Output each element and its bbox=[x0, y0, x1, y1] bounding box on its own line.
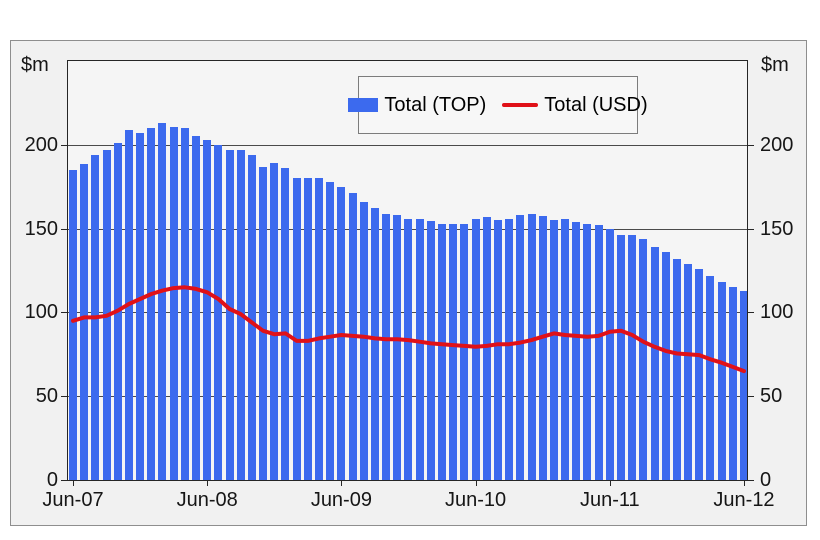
x-tick-Jun-08 bbox=[207, 480, 209, 486]
usd-line bbox=[71, 285, 746, 374]
bar-month-26 bbox=[359, 201, 368, 480]
y-tick-right-150 bbox=[747, 228, 754, 230]
bar-month-10 bbox=[180, 128, 189, 480]
y-axis-label-right-200: 200 bbox=[760, 133, 794, 156]
bar-month-1 bbox=[80, 164, 89, 480]
bar-month-23 bbox=[326, 181, 335, 480]
bar-month-7 bbox=[147, 128, 156, 480]
x-tick-Jun-09 bbox=[341, 480, 343, 486]
y-tick-left-50 bbox=[61, 396, 68, 398]
bar-month-40 bbox=[516, 215, 525, 480]
bar-month-29 bbox=[393, 215, 402, 480]
bar-month-33 bbox=[438, 223, 447, 480]
bar-month-12 bbox=[203, 139, 212, 480]
y-tick-right-0 bbox=[747, 480, 754, 481]
bar-month-28 bbox=[382, 213, 391, 480]
bar-month-58 bbox=[717, 282, 726, 480]
legend-line-swatch-icon bbox=[502, 103, 539, 107]
y-axis-label-left-0: 0 bbox=[46, 469, 58, 491]
x-tick-Jun-12 bbox=[743, 480, 745, 486]
legend-label-top: Total (TOP) bbox=[384, 93, 487, 116]
y-axis-label-left-150: 150 bbox=[24, 217, 58, 240]
bar-month-18 bbox=[270, 163, 279, 480]
y-tick-left-0 bbox=[61, 480, 68, 481]
y-axis-label-left-200: 200 bbox=[24, 133, 58, 156]
bar-month-17 bbox=[259, 166, 268, 480]
y-tick-left-150 bbox=[61, 228, 68, 230]
left-axis-unit: $m bbox=[21, 54, 49, 76]
bar-month-6 bbox=[136, 133, 145, 480]
bar-month-43 bbox=[549, 220, 558, 480]
x-axis-label-Jun-11: Jun-11 bbox=[579, 489, 640, 511]
x-tick-Jun-11 bbox=[609, 480, 611, 486]
bar-month-55 bbox=[684, 263, 693, 480]
x-axis-label-Jun-12: Jun-12 bbox=[713, 489, 775, 511]
y-axis-label-right-0: 0 bbox=[760, 469, 772, 491]
bar-month-30 bbox=[404, 218, 413, 480]
bar-month-16 bbox=[247, 154, 256, 480]
bar-month-37 bbox=[482, 216, 491, 480]
bar-month-36 bbox=[471, 218, 480, 480]
bar-month-14 bbox=[225, 149, 234, 480]
bar-month-22 bbox=[315, 178, 324, 480]
gridline-200 bbox=[68, 144, 747, 146]
bar-month-60 bbox=[739, 290, 748, 480]
y-axis-label-left-50: 50 bbox=[35, 385, 58, 408]
y-tick-right-50 bbox=[747, 396, 754, 398]
legend-bar-swatch-icon bbox=[348, 98, 379, 112]
bar-month-19 bbox=[281, 168, 290, 480]
legend-label-usd: Total (USD) bbox=[544, 93, 648, 116]
x-tick-Jun-07 bbox=[73, 480, 74, 486]
bar-month-45 bbox=[572, 221, 581, 480]
y-tick-left-200 bbox=[61, 144, 68, 146]
bar-month-52 bbox=[650, 247, 659, 480]
bar-month-50 bbox=[628, 235, 637, 480]
bar-month-48 bbox=[605, 228, 614, 480]
y-axis-label-right-150: 150 bbox=[760, 217, 794, 240]
bar-month-11 bbox=[192, 136, 201, 480]
bar-month-41 bbox=[527, 213, 536, 480]
bar-month-38 bbox=[493, 220, 502, 480]
bar-month-49 bbox=[616, 235, 625, 480]
bar-month-57 bbox=[706, 275, 715, 480]
y-tick-left-100 bbox=[61, 312, 68, 314]
y-axis-label-right-50: 50 bbox=[760, 385, 783, 408]
y-axis-label-right-100: 100 bbox=[760, 301, 794, 324]
right-axis-unit: $m bbox=[761, 54, 789, 76]
bar-month-54 bbox=[672, 258, 681, 480]
bar-month-27 bbox=[370, 208, 379, 480]
bar-month-46 bbox=[583, 223, 592, 480]
bar-month-9 bbox=[169, 127, 178, 480]
usd-line-layer bbox=[71, 285, 746, 374]
bar-month-34 bbox=[449, 224, 458, 480]
bar-month-31 bbox=[415, 218, 424, 480]
bar-month-39 bbox=[505, 218, 514, 480]
x-axis-label-Jun-10: Jun-10 bbox=[445, 489, 507, 511]
bar-month-53 bbox=[661, 252, 670, 480]
bar-month-32 bbox=[426, 221, 435, 480]
y-tick-right-200 bbox=[747, 144, 754, 146]
y-axis-label-left-100: 100 bbox=[24, 301, 58, 324]
bar-month-51 bbox=[639, 238, 648, 480]
bar-month-8 bbox=[158, 123, 167, 480]
bar-month-42 bbox=[538, 216, 547, 480]
x-axis-label-Jun-08: Jun-08 bbox=[176, 489, 238, 511]
y-tick-right-100 bbox=[747, 312, 754, 314]
bar-month-56 bbox=[695, 268, 704, 480]
bar-month-47 bbox=[594, 225, 603, 480]
bar-month-44 bbox=[561, 219, 570, 480]
bar-month-13 bbox=[214, 144, 223, 480]
x-axis-label-Jun-07: Jun-07 bbox=[42, 489, 104, 511]
x-tick-Jun-10 bbox=[475, 480, 477, 486]
legend: Total (TOP) Total (USD) bbox=[348, 76, 648, 134]
bar-month-21 bbox=[303, 178, 312, 480]
x-axis-label-Jun-09: Jun-09 bbox=[310, 489, 372, 511]
bar-month-0 bbox=[69, 169, 77, 480]
bar-month-35 bbox=[460, 223, 469, 480]
bar-month-20 bbox=[292, 178, 301, 480]
bar-month-59 bbox=[728, 287, 737, 480]
